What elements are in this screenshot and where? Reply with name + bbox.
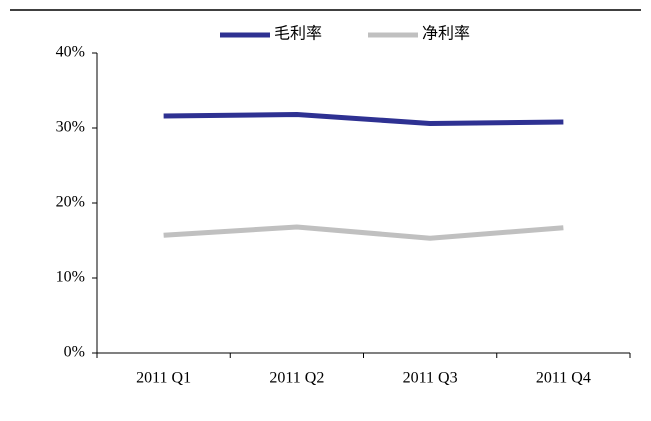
legend-label: 毛利率 (274, 25, 322, 43)
x-tick-label: 2011 Q4 (536, 370, 591, 387)
series-line (163, 112, 564, 126)
legend-label: 净利率 (422, 25, 470, 43)
y-tick-label: 20% (56, 194, 85, 211)
y-tick-label: 30% (56, 119, 85, 136)
y-tick-label: 0% (64, 344, 85, 361)
x-tick-label: 2011 Q2 (269, 370, 324, 387)
x-tick-label: 2011 Q1 (136, 370, 191, 387)
y-tick-label: 10% (56, 269, 85, 286)
series-line (163, 224, 564, 241)
y-tick-label: 40% (56, 44, 85, 61)
x-tick-label: 2011 Q3 (403, 370, 458, 387)
